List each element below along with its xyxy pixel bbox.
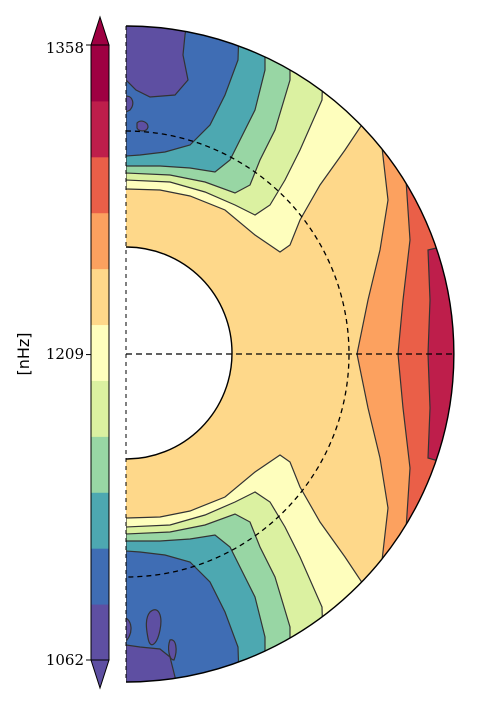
colorbar-band-9 (91, 100, 109, 158)
colorbar-band-7 (91, 212, 109, 270)
colorbar-extend-min (90, 659, 110, 690)
rotation-field (126, 26, 454, 682)
band-level-9 (427, 239, 454, 471)
small-contour-island-north-2 (126, 95, 134, 113)
colorbar (86, 15, 110, 690)
colorbar-tick-mid: 1209 (46, 345, 84, 363)
small-contour-island-north (136, 120, 149, 132)
small-contour-island-south-2 (168, 639, 177, 661)
colorbar-band-0 (91, 604, 109, 661)
colorbar-tick-bottom: 1062 (46, 651, 84, 669)
domain-outline (125, 25, 455, 683)
colorbar-band-5 (91, 324, 109, 381)
reference-radius-circle (125, 130, 350, 578)
colorbar-band-6 (91, 268, 109, 326)
colorbar-band-10 (91, 45, 109, 102)
small-contour-island-south (145, 609, 162, 646)
colorbar-band-4 (91, 380, 109, 437)
small-contour-island-south-3 (126, 616, 132, 641)
band-level-0-south (126, 644, 181, 682)
colorbar-band-3 (91, 436, 109, 493)
colorbar-outline (90, 44, 110, 661)
colorbar-tick-top: 1358 (46, 39, 84, 57)
colorbar-band-1 (91, 548, 109, 605)
colorbar-band-8 (91, 156, 109, 214)
band-level-0-north (126, 26, 191, 98)
colorbar-extend-max (90, 15, 110, 46)
colorbar-band-2 (91, 492, 109, 549)
colorbar-label: [nHz] (14, 332, 33, 375)
